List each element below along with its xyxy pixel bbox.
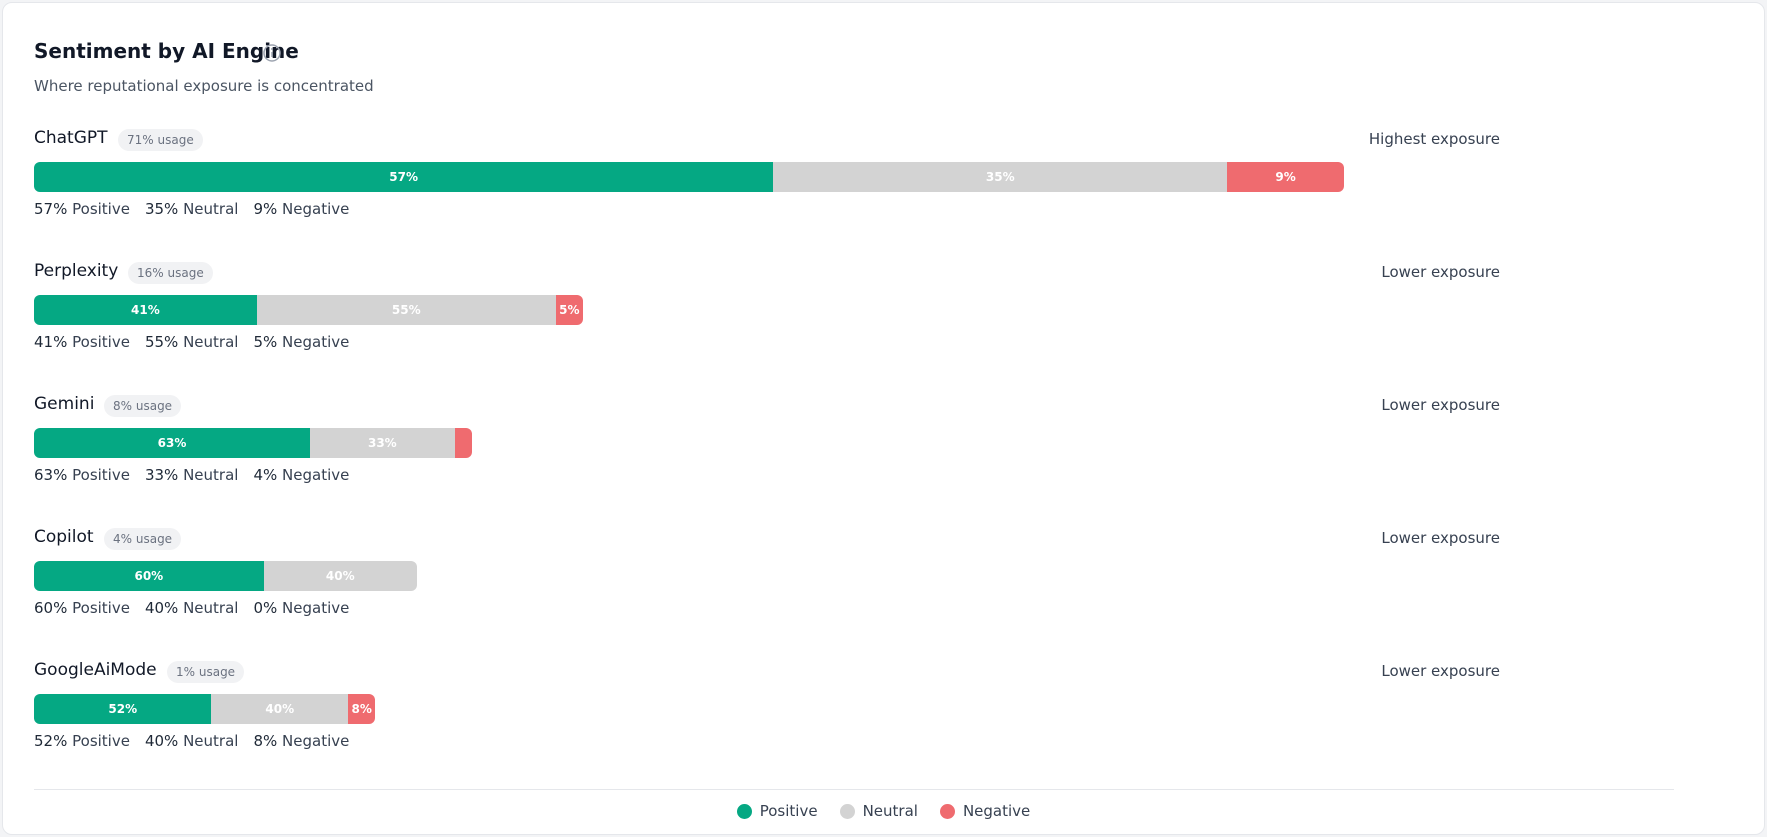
summary-value: 52% [34, 732, 68, 750]
sentiment-summary: 52% Positive 40% Neutral 8% Negative [34, 732, 364, 750]
exposure-label: Lower exposure [1381, 662, 1500, 680]
bar-segment: 40% [211, 694, 349, 724]
sentiment-summary: 63% Positive 33% Neutral 4% Negative [34, 466, 364, 484]
usage-pill: 8% usage [104, 395, 182, 417]
stacked-bar: 41% 55% 5% [34, 295, 583, 325]
engine-name: Perplexity [34, 261, 119, 281]
summary-name: Neutral [183, 466, 239, 484]
summary-name: Positive [72, 732, 130, 750]
summary-name: Positive [72, 200, 130, 218]
usage-pill: 1% usage [167, 661, 245, 683]
bar-segment: 8% [348, 694, 376, 724]
exposure-label: Lower exposure [1381, 529, 1500, 547]
exposure-label: Lower exposure [1381, 263, 1500, 281]
summary-value: 33% [144, 466, 179, 484]
summary-value: 8% [253, 732, 278, 750]
summary-name: Negative [282, 466, 350, 484]
segment-label: 40% [325, 569, 355, 583]
legend-label: Positive [759, 802, 818, 820]
usage-pill: 4% usage [104, 528, 182, 550]
engine-name: ChatGPT [34, 128, 108, 148]
summary-value: 9% [253, 200, 278, 218]
segment-label: 33% [367, 436, 397, 450]
summary-name: Positive [72, 333, 130, 351]
divider [34, 789, 1674, 790]
summary-name: Positive [72, 599, 130, 617]
bar-segment: 41% [34, 295, 257, 325]
summary-value: 41% [34, 333, 68, 351]
summary-name: Negative [282, 732, 350, 750]
stacked-bar: 52% 40% 8% [34, 694, 376, 724]
bar-segment: 60% [34, 561, 264, 591]
legend-item: Neutral [839, 802, 918, 820]
legend-item: Negative [939, 802, 1031, 820]
segment-label: 52% [108, 702, 138, 716]
bar-segment [454, 428, 473, 458]
legend-swatch [839, 803, 855, 819]
stacked-bar: 63% 33% [34, 428, 473, 458]
bar-segment: 5% [555, 295, 583, 325]
segment-label: 8% [351, 702, 372, 716]
summary-name: Negative [282, 599, 350, 617]
summary-value: 35% [144, 200, 179, 218]
bar-segment: 35% [773, 162, 1228, 192]
summary-name: Neutral [183, 200, 239, 218]
chart-subtitle: Where reputational exposure is concentra… [34, 77, 374, 95]
summary-value: 5% [253, 333, 278, 351]
legend-swatch [939, 803, 955, 819]
segment-label: 9% [1275, 170, 1296, 184]
stacked-bar: 57% 35% 9% [34, 162, 1344, 192]
summary-value: 60% [34, 599, 68, 617]
sentiment-summary: 60% Positive 40% Neutral 0% Negative [34, 599, 364, 617]
legend-label: Negative [962, 802, 1031, 820]
summary-value: 55% [144, 333, 179, 351]
legend: Positive Neutral Negative [3, 802, 1764, 820]
legend-label: Neutral [862, 802, 918, 820]
summary-name: Neutral [183, 333, 239, 351]
bar-segment: 57% [34, 162, 774, 192]
engine-name: GoogleAiMode [34, 660, 157, 680]
segment-label: 41% [131, 303, 160, 317]
segment-label: 60% [134, 569, 164, 583]
exposure-label: Lower exposure [1381, 396, 1500, 414]
info-icon[interactable] [262, 43, 282, 63]
segment-label: 63% [157, 436, 187, 450]
bar-segment: 63% [34, 428, 311, 458]
summary-name: Neutral [183, 599, 239, 617]
sentiment-summary: 57% Positive 35% Neutral 9% Negative [34, 200, 364, 218]
chart-title: Sentiment by AI Engine [34, 39, 299, 63]
bar-segment: 55% [256, 295, 556, 325]
segment-label: 40% [265, 702, 295, 716]
bar-segment: 33% [310, 428, 455, 458]
summary-name: Negative [282, 333, 350, 351]
stacked-bar: 60% 40% [34, 561, 417, 591]
summary-value: 40% [144, 599, 179, 617]
bar-segment: 52% [34, 694, 212, 724]
summary-value: 63% [34, 466, 68, 484]
summary-value: 40% [144, 732, 179, 750]
engine-name: Gemini [34, 394, 95, 414]
summary-name: Negative [282, 200, 350, 218]
legend-item: Positive [736, 802, 818, 820]
usage-pill: 16% usage [128, 262, 213, 284]
summary-name: Positive [72, 466, 130, 484]
segment-label: 55% [391, 303, 421, 317]
summary-value: 4% [253, 466, 278, 484]
bar-segment: 9% [1227, 162, 1344, 192]
segment-label: 35% [985, 170, 1015, 184]
bar-segment: 40% [263, 561, 417, 591]
segment-label: 5% [559, 303, 580, 317]
usage-pill: 71% usage [118, 129, 203, 151]
exposure-label: Highest exposure [1368, 130, 1500, 148]
summary-value: 57% [34, 200, 68, 218]
segment-label: 57% [389, 170, 419, 184]
legend-swatch [736, 803, 752, 819]
engine-name: Copilot [34, 527, 94, 547]
summary-name: Neutral [183, 732, 239, 750]
sentiment-summary: 41% Positive 55% Neutral 5% Negative [34, 333, 364, 351]
summary-value: 0% [253, 599, 278, 617]
